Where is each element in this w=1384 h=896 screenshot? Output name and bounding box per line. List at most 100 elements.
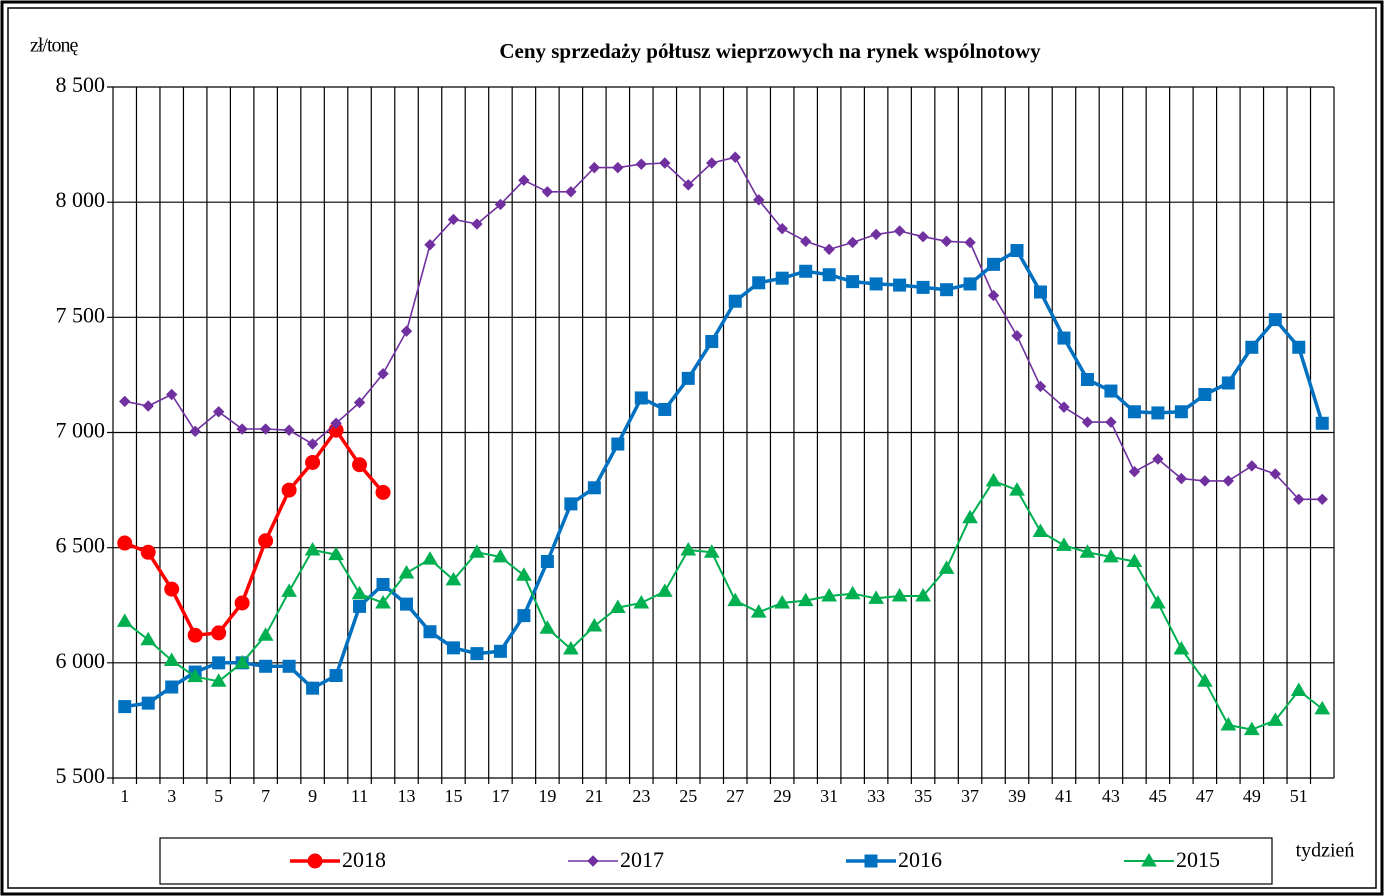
x-tick-label: 9 (308, 786, 317, 806)
marker (234, 595, 250, 611)
x-tick-label: 27 (726, 786, 744, 806)
marker (257, 627, 274, 641)
marker (750, 604, 767, 618)
marker (1141, 853, 1157, 867)
legend-label: 2016 (898, 847, 942, 872)
marker (864, 854, 878, 868)
x-tick-label: 15 (444, 786, 462, 806)
marker (1034, 380, 1047, 393)
marker (823, 243, 835, 256)
marker (915, 588, 931, 602)
marker (893, 278, 907, 292)
marker (612, 161, 624, 174)
x-tick-label: 17 (491, 786, 509, 806)
marker (587, 855, 599, 867)
marker (891, 588, 908, 602)
marker (1105, 416, 1117, 428)
marker (493, 644, 507, 658)
marker (187, 668, 204, 683)
marker (328, 546, 344, 561)
marker (1126, 553, 1143, 567)
marker (236, 423, 248, 435)
marker (212, 656, 226, 670)
series-line (124, 479, 1323, 731)
marker (797, 592, 814, 607)
marker (1315, 416, 1329, 430)
marker (1127, 405, 1141, 419)
marker (377, 368, 389, 380)
marker (1245, 340, 1259, 354)
marker (1033, 285, 1047, 299)
marker (259, 659, 273, 673)
marker (563, 641, 579, 655)
chart-title: Ceny sprzedaży półtusz wieprzowych na ry… (499, 39, 1041, 63)
marker (259, 423, 272, 435)
marker (822, 268, 836, 282)
marker (1196, 673, 1213, 687)
y-tick-label: 7 500 (56, 302, 106, 327)
marker (1079, 544, 1096, 558)
x-tick-label: 5 (214, 786, 223, 806)
marker (776, 222, 788, 235)
marker (212, 406, 225, 418)
marker (705, 335, 719, 349)
marker (234, 654, 251, 669)
marker (940, 283, 954, 297)
marker (706, 157, 718, 169)
legend-label: 2015 (1176, 847, 1220, 872)
marker (799, 235, 812, 248)
marker (1010, 244, 1024, 258)
marker (1246, 460, 1258, 472)
marker (304, 541, 321, 556)
marker (307, 853, 323, 869)
marker (306, 438, 319, 450)
marker (727, 592, 744, 607)
marker (140, 544, 156, 560)
marker (1267, 712, 1284, 726)
marker (471, 218, 483, 230)
marker (846, 236, 859, 249)
marker (1243, 721, 1260, 736)
marker (1032, 523, 1049, 538)
marker (329, 669, 343, 683)
x-tick-label: 13 (398, 786, 416, 806)
marker (1174, 405, 1188, 419)
marker (306, 681, 320, 695)
marker (540, 554, 554, 568)
marker (1150, 594, 1166, 609)
x-tick-label: 7 (261, 786, 270, 806)
marker (821, 588, 838, 602)
marker (518, 174, 530, 186)
marker (446, 641, 460, 655)
series-line (124, 156, 1323, 501)
marker (681, 371, 695, 385)
marker (282, 659, 296, 673)
marker (565, 186, 577, 198)
marker (210, 673, 227, 687)
marker (281, 482, 297, 498)
marker (611, 437, 625, 451)
marker (400, 597, 414, 611)
marker (165, 388, 178, 401)
marker (116, 613, 133, 627)
marker (1199, 475, 1211, 487)
legend (159, 837, 1273, 885)
x-tick-label: 37 (961, 786, 979, 806)
marker (844, 585, 861, 600)
marker (729, 151, 741, 163)
marker (634, 391, 648, 405)
y-axis-label: zł/tonę (30, 35, 79, 57)
marker (1173, 641, 1190, 655)
marker (469, 544, 485, 558)
marker (470, 647, 484, 661)
marker (424, 239, 436, 251)
marker (422, 551, 438, 565)
marker (940, 235, 953, 248)
marker (1269, 468, 1282, 480)
marker (868, 590, 884, 604)
marker (494, 198, 507, 211)
marker (987, 257, 1001, 271)
marker (938, 560, 955, 574)
x-tick-label: 23 (632, 786, 650, 806)
